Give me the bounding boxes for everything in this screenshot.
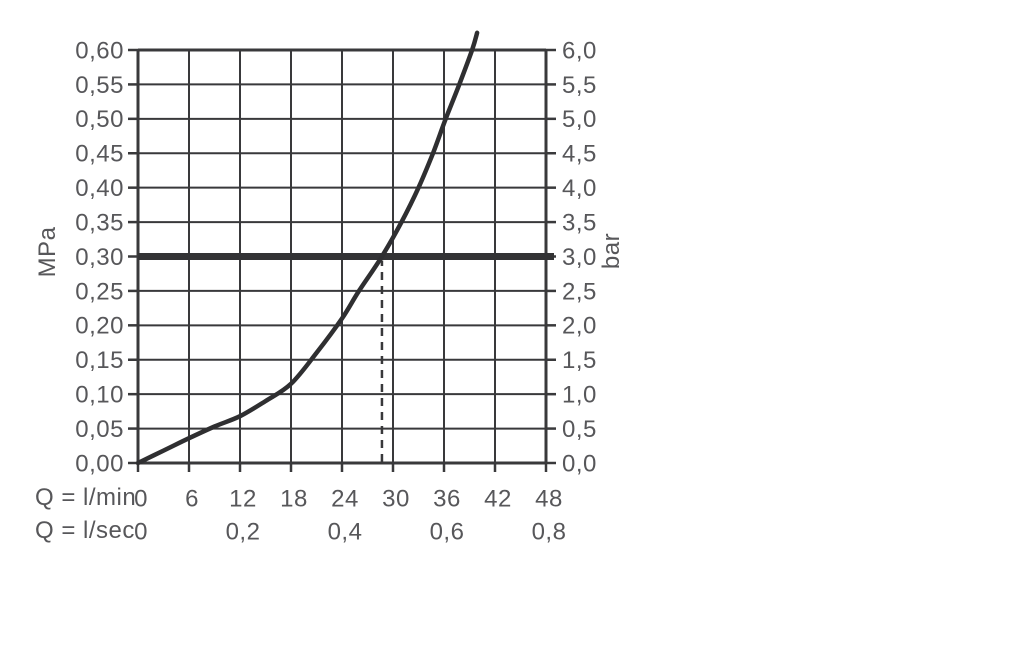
y-axis-left-tick-label: 0,55	[75, 72, 124, 99]
y-axis-left-unit-label: MPa	[34, 226, 61, 278]
y-axis-left-tick-label: 0,60	[75, 37, 124, 64]
y-axis-left-tick-label: 0,40	[75, 175, 124, 202]
y-axis-left-tick-label: 0,45	[75, 141, 124, 168]
x-axis-lmin-tick-label: 24	[331, 485, 359, 512]
y-axis-left-tick-label: 0,25	[75, 278, 124, 305]
y-axis-right-tick-label: 2,0	[562, 313, 597, 340]
y-axis-right-tick-label: 2,5	[562, 278, 597, 305]
y-axis-right-tick-label: 1,5	[562, 347, 597, 374]
x-axis-primary-unit-label: Q = l/min	[35, 484, 137, 511]
y-axis-right-tick-label: 4,0	[562, 175, 597, 202]
x-axis-lmin-tick-label: 12	[229, 485, 257, 512]
x-axis-lsec-tick-label: 0	[134, 518, 148, 545]
y-axis-right-tick-label: 1,0	[562, 382, 597, 409]
y-axis-left-tick-label: 0,10	[75, 382, 124, 409]
y-axis-right-tick-label: 5,0	[562, 106, 597, 133]
y-axis-left-tick-label: 0,05	[75, 416, 124, 443]
x-axis-secondary-unit-label: Q = l/sec	[35, 517, 135, 544]
y-axis-left-tick-label: 0,30	[75, 244, 124, 271]
y-axis-right-tick-label: 0,5	[562, 416, 597, 443]
y-axis-left-tick-label: 0,15	[75, 347, 124, 374]
x-axis-lsec-tick-label: 0,6	[430, 518, 465, 545]
y-axis-left-tick-label: 0,00	[75, 450, 124, 477]
y-axis-right-tick-label: 6,0	[562, 37, 597, 64]
y-axis-right-unit-label: bar	[598, 232, 625, 270]
x-axis-lmin-tick-label: 42	[484, 485, 512, 512]
pressure-flow-curve	[135, 30, 480, 466]
y-axis-right-tick-label: 4,5	[562, 141, 597, 168]
x-axis-lmin-tick-label: 48	[535, 485, 563, 512]
x-axis-lsec-tick-label: 0,4	[328, 518, 363, 545]
y-axis-right-tick-label: 3,0	[562, 244, 597, 271]
x-axis-lmin-tick-label: 30	[382, 485, 410, 512]
y-axis-left-tick-label: 0,20	[75, 313, 124, 340]
x-axis-lsec-tick-label: 0,2	[226, 518, 261, 545]
x-axis-lsec-tick-label: 0,8	[532, 518, 567, 545]
x-axis-lmin-tick-label: 36	[433, 485, 461, 512]
x-axis-lmin-tick-label: 6	[185, 485, 199, 512]
x-axis-lmin-tick-label: 18	[280, 485, 308, 512]
y-axis-left-tick-label: 0,35	[75, 209, 124, 236]
y-axis-left-tick-label: 0,50	[75, 106, 124, 133]
y-axis-right-tick-label: 3,5	[562, 209, 597, 236]
y-axis-right-tick-label: 5,5	[562, 72, 597, 99]
y-axis-right-tick-label: 0,0	[562, 450, 597, 477]
x-axis-lmin-tick-label: 0	[134, 485, 148, 512]
